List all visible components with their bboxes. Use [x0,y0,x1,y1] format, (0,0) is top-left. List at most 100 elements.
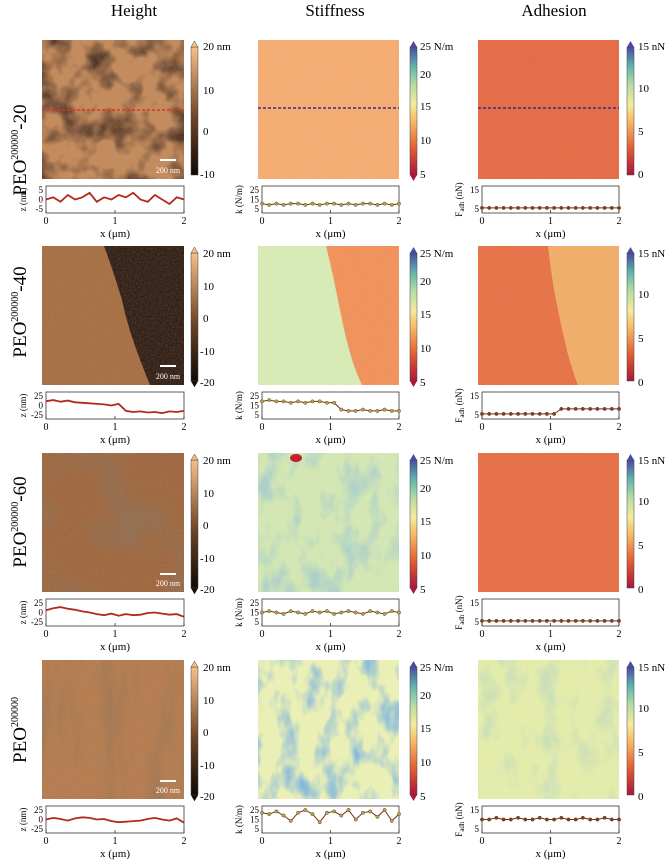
profile-point [566,406,571,411]
row-label: PEO200000-20 [10,104,31,195]
profile-point [530,817,535,822]
profile-point [397,408,401,413]
profile-point [573,205,578,210]
colorbar-tick: 15 [420,309,432,321]
stiffness-colorbar: 25 N/m 20 15 10 5 [409,247,454,389]
profile-point [397,812,401,816]
profile-point [317,820,322,825]
profile-point [346,609,351,613]
profile-point [537,815,542,820]
profile-point [595,406,600,411]
profile-point [317,610,322,615]
profile-point [346,201,351,206]
x-tick-label: 1 [328,629,333,640]
x-axis-label: x (μm) [315,434,345,446]
x-axis-label: x (μm) [535,228,565,240]
profile-point [588,619,593,623]
x-tick-label: 0 [44,216,49,227]
x-tick-label: 2 [182,422,187,433]
adhesion-colorbar: 15 nN 10 5 0 [626,661,665,803]
profile-point [260,810,264,815]
y-axis-label: k (N/m) [234,391,244,420]
profile-point [360,810,365,815]
profile-point [530,619,535,623]
x-tick-label: 2 [397,629,402,640]
y-tick-label: 25 [250,185,260,195]
plot-frame [261,805,400,834]
profile-point [609,817,614,822]
colorbar-tick: 0 [203,520,209,532]
colorbar-tick: 20 [420,690,432,702]
profile-point [310,609,315,613]
profile-point [566,205,571,210]
profile-point [501,205,506,210]
adhesion-map [478,453,619,592]
profile-point [501,619,506,623]
y-axis-label: Fadh (nN) [454,388,466,422]
profile-point [545,817,549,822]
x-tick-label: 0 [260,422,265,433]
x-axis-label: x (μm) [100,641,130,653]
profile-point [545,205,549,210]
profile-point [494,411,499,416]
colorbar-tick: 10 [638,83,650,95]
colorbar-tick: 10 [420,757,432,769]
profile-point [588,406,593,411]
profile-point [368,408,373,413]
profile-point [324,810,329,815]
row-label: PEO200000-40 [10,266,31,357]
x-tick-label: 1 [548,836,553,847]
x-tick-label: 0 [480,629,485,640]
height-profile-line [45,606,185,618]
y-tick-label: 25 [34,391,44,401]
profile-point [375,408,380,413]
profile-point [602,619,607,623]
profile-point [346,808,351,812]
profile-point [552,817,556,822]
profile-point [501,411,506,416]
y-tick-label: 15 [470,185,480,195]
profile-point [274,809,279,814]
profile-point [501,817,506,822]
x-axis-label: x (μm) [315,641,345,653]
x-tick-label: 2 [617,216,622,227]
profile-point [552,619,556,623]
profile-point [288,819,293,823]
profile-point [581,406,585,411]
profile-point [324,609,329,613]
plot-frame [261,391,400,420]
colorbar-tick: 5 [420,791,426,803]
y-axis-label: Fadh (nN) [454,802,466,836]
x-tick-label: 1 [548,629,553,640]
profile-point [332,809,336,814]
profile-point [324,400,329,405]
profile-point [274,610,279,615]
x-tick-label: 1 [328,836,333,847]
x-axis-label: x (μm) [535,434,565,446]
profile-point [296,201,300,206]
adhesion-colorbar: 15 nN 10 5 0 [626,41,665,181]
profile-point [260,610,264,615]
colorbar-tick: 10 [420,343,432,355]
profile-point [494,815,499,820]
x-tick-label: 0 [44,422,49,433]
x-axis-label: x (μm) [100,228,130,240]
profile-point [595,205,600,210]
y-tick-label: 5 [255,617,260,627]
colorbar-tick: 20 [420,276,432,288]
profile-point [368,609,373,613]
colorbar-tick: -10 [200,553,215,565]
x-tick-label: 0 [260,216,265,227]
colorbar-tick: 25 N/m [420,662,454,674]
profile-point [303,202,308,207]
adhesion-map [478,660,619,799]
height-map: 200 nm [42,40,184,179]
stiffness-map [258,453,399,592]
profile-point [523,411,528,416]
profile-point [375,814,380,819]
colorbar-tick: 10 [203,695,215,707]
profile-point [523,619,528,623]
colorbar-tick: 25 N/m [420,455,454,467]
